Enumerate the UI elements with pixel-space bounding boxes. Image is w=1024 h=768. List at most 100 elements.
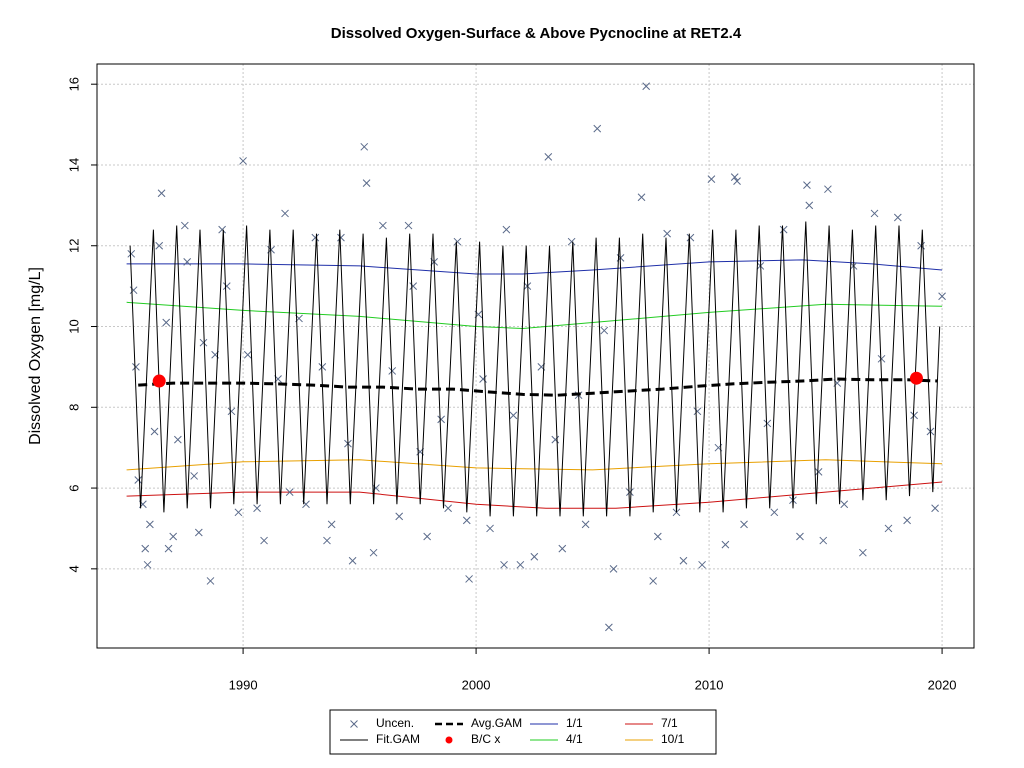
data-point bbox=[173, 435, 182, 444]
cross-stroke bbox=[183, 258, 192, 266]
data-point bbox=[150, 427, 159, 436]
cross-stroke bbox=[311, 233, 320, 242]
cross-stroke bbox=[707, 175, 716, 183]
data-point bbox=[379, 221, 387, 230]
data-point bbox=[567, 237, 576, 246]
cross-stroke bbox=[600, 326, 609, 335]
cross-stroke bbox=[479, 375, 487, 383]
cross-stroke bbox=[884, 524, 893, 533]
cross-stroke bbox=[146, 520, 154, 529]
data-point bbox=[581, 520, 590, 529]
data-point bbox=[323, 536, 331, 545]
legend-label: 1/1 bbox=[566, 716, 583, 730]
data-point bbox=[824, 185, 832, 194]
data-point bbox=[141, 544, 150, 553]
data-point bbox=[730, 173, 739, 181]
cross-stroke bbox=[931, 504, 939, 513]
series-line bbox=[126, 481, 943, 509]
cross-stroke bbox=[903, 516, 911, 525]
cross-stroke bbox=[409, 282, 418, 290]
data-point bbox=[239, 157, 247, 165]
data-point bbox=[721, 540, 730, 549]
cross-stroke bbox=[155, 241, 164, 250]
cross-stroke bbox=[173, 435, 182, 444]
cross-stroke bbox=[243, 350, 252, 359]
data-point bbox=[444, 504, 452, 513]
cross-stroke bbox=[239, 157, 247, 165]
cross-stroke bbox=[516, 560, 525, 569]
data-point bbox=[260, 536, 268, 545]
legend-dot bbox=[445, 736, 453, 744]
data-point bbox=[840, 500, 849, 509]
cross-stroke bbox=[302, 500, 310, 509]
cross-stroke bbox=[730, 173, 739, 181]
data-point bbox=[388, 367, 397, 375]
data-point bbox=[626, 488, 634, 496]
data-point bbox=[360, 142, 369, 151]
data-point bbox=[663, 229, 671, 238]
data-point bbox=[931, 504, 939, 513]
data-point bbox=[605, 623, 613, 632]
cross-stroke bbox=[551, 435, 560, 444]
legend-symbol bbox=[445, 736, 453, 744]
data-point bbox=[600, 326, 609, 335]
cross-stroke bbox=[893, 213, 902, 222]
data-point bbox=[127, 249, 136, 258]
cross-stroke bbox=[740, 520, 748, 529]
data-point bbox=[870, 209, 879, 218]
data-point bbox=[796, 532, 804, 541]
data-point bbox=[218, 225, 226, 234]
data-point bbox=[281, 209, 289, 218]
cross-stroke bbox=[558, 544, 567, 553]
cross-stroke bbox=[803, 181, 811, 190]
data-point bbox=[516, 560, 525, 569]
cross-stroke bbox=[733, 177, 741, 185]
data-point bbox=[143, 560, 152, 569]
data-point bbox=[227, 407, 236, 416]
cross-stroke bbox=[134, 476, 143, 484]
legend-label: 10/1 bbox=[661, 732, 685, 746]
cross-stroke bbox=[199, 338, 208, 347]
x-tick-label: 2000 bbox=[462, 677, 491, 692]
cross-stroke bbox=[509, 411, 518, 420]
data-point bbox=[814, 468, 823, 476]
x-tick-label: 1990 bbox=[229, 677, 258, 692]
data-point bbox=[551, 435, 560, 444]
cross-stroke bbox=[395, 512, 404, 521]
data-point bbox=[157, 189, 166, 198]
y-tick-label: 12 bbox=[66, 239, 81, 253]
data-point bbox=[155, 241, 164, 250]
data-point bbox=[285, 488, 294, 496]
data-point bbox=[509, 411, 518, 420]
cross-stroke bbox=[369, 548, 378, 557]
cross-stroke bbox=[337, 233, 345, 242]
cross-stroke bbox=[465, 575, 473, 583]
data-point bbox=[938, 292, 946, 301]
data-point bbox=[733, 177, 741, 185]
data-point bbox=[803, 181, 811, 190]
series-line bbox=[129, 221, 941, 517]
cross-stroke bbox=[379, 221, 387, 230]
data-point bbox=[194, 528, 203, 537]
cross-stroke bbox=[444, 504, 452, 513]
cross-stroke bbox=[605, 623, 613, 632]
cross-stroke bbox=[423, 532, 432, 541]
legend-label: Uncen. bbox=[376, 716, 414, 730]
y-tick-label: 8 bbox=[66, 404, 81, 411]
cross-stroke bbox=[593, 124, 602, 133]
data-point bbox=[404, 221, 413, 230]
data-point bbox=[779, 225, 788, 234]
cross-stroke bbox=[218, 225, 226, 234]
legend-label: B/C x bbox=[471, 732, 500, 746]
cross-stroke bbox=[404, 221, 413, 230]
cross-stroke bbox=[796, 532, 804, 541]
data-point bbox=[453, 237, 462, 246]
legend-box bbox=[329, 709, 717, 755]
cross-stroke bbox=[609, 564, 618, 573]
y-tick-label: 4 bbox=[66, 565, 81, 572]
data-point bbox=[859, 548, 867, 557]
data-point bbox=[164, 544, 173, 553]
y-tick-label: 10 bbox=[66, 319, 81, 333]
data-point bbox=[740, 520, 748, 529]
